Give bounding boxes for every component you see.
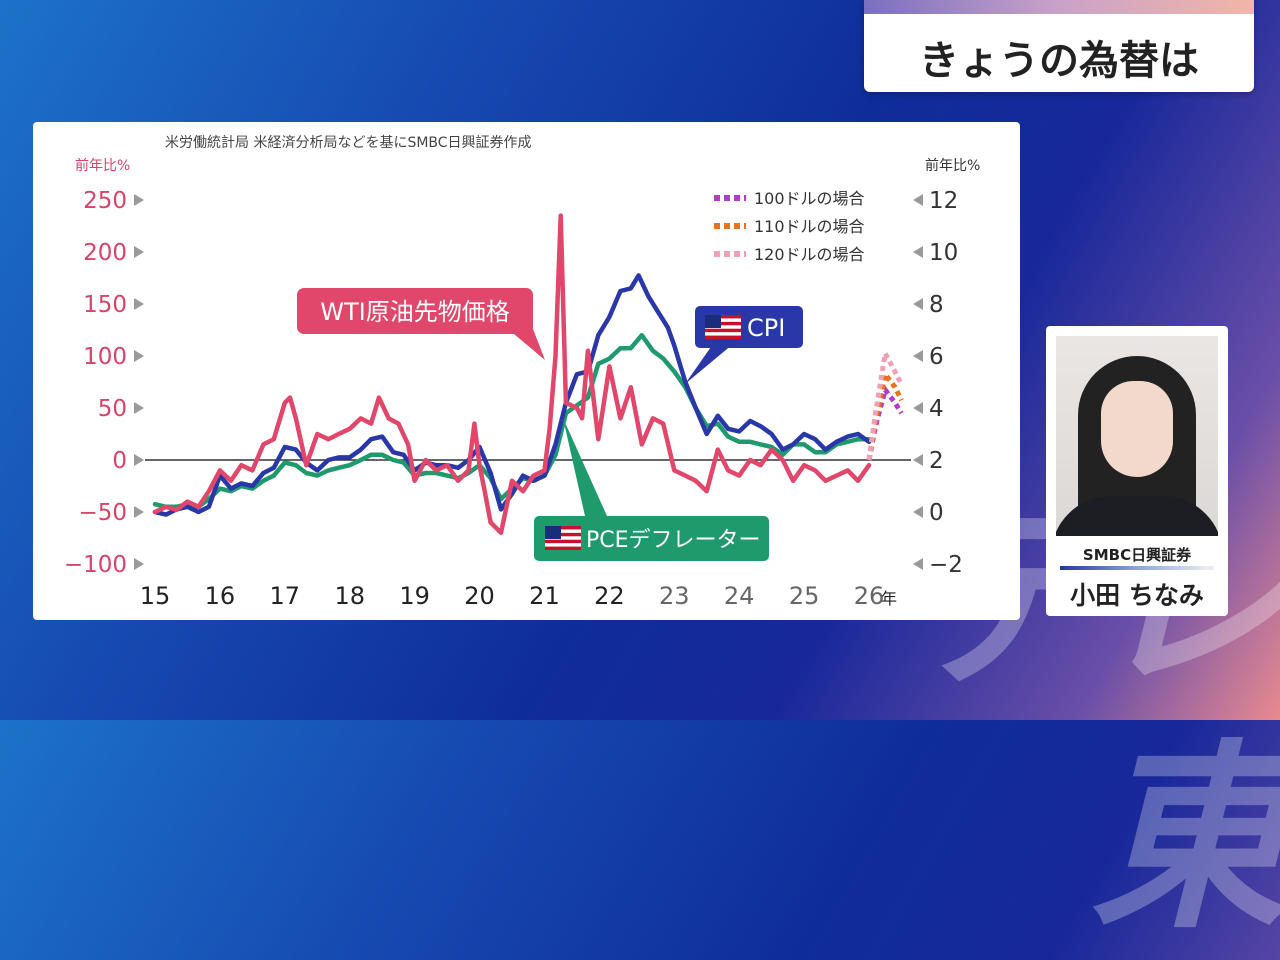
cpi-flag-stripe	[705, 321, 741, 326]
left-tick-label: 250	[83, 188, 127, 214]
legend-label: 110ドルの場合	[754, 217, 865, 236]
left-tick-label: 150	[83, 292, 127, 318]
left-tick-label: −50	[78, 500, 127, 526]
commentator-card: SMBC日興証券 小田 ちなみ	[1046, 326, 1228, 616]
left-tick-marker	[134, 506, 144, 518]
right-tick-marker	[913, 454, 923, 466]
commentator-name: 小田 ちなみ	[1070, 581, 1204, 610]
right-tick-label: −2	[929, 552, 963, 578]
right-tick-label: 2	[929, 448, 944, 474]
left-tick-label: 100	[83, 344, 127, 370]
company-underline	[1060, 566, 1214, 570]
x-unit-label: 年	[881, 589, 897, 608]
pce-flag-stripe	[545, 546, 581, 550]
wti-callout-label: WTI原油先物価格	[320, 298, 509, 326]
right-tick-label: 6	[929, 344, 944, 370]
left-tick-label: 50	[98, 396, 127, 422]
program-title: きょうの為替は	[919, 38, 1199, 84]
x-tick-label: 24	[724, 582, 755, 610]
right-tick-marker	[913, 506, 923, 518]
x-tick-label: 20	[464, 582, 495, 610]
chart-card: 米労働統計局 米経済分析局などを基にSMBC日興証券作成 前年比% 250 200 15…	[33, 122, 1020, 620]
series-line-wti	[152, 213, 872, 536]
program-title-box: きょうの為替は	[864, 0, 1254, 92]
right-tick-marker	[913, 350, 923, 362]
right-tick-label: 8	[929, 292, 944, 318]
x-tick-label: 25	[789, 582, 820, 610]
x-tick-label: 26	[854, 582, 885, 610]
left-tick-marker	[134, 350, 144, 362]
left-tick-marker	[134, 298, 144, 310]
photo-face	[1101, 381, 1173, 477]
cpi-callout-label: CPI	[747, 314, 785, 342]
right-tick-marker	[913, 402, 923, 414]
right-axis-label: 前年比%	[925, 157, 980, 174]
right-tick-marker	[913, 194, 923, 206]
right-tick-label: 0	[929, 500, 944, 526]
wti-callout-pointer	[508, 329, 545, 360]
inflation-chart: 米労働統計局 米経済分析局などを基にSMBC日興証券作成前年比%25020015…	[64, 134, 980, 610]
left-tick-marker	[134, 454, 144, 466]
wti-callout-box	[297, 288, 533, 334]
legend-label: 120ドルの場合	[754, 245, 865, 264]
right-tick-marker	[913, 298, 923, 310]
x-tick-label: 19	[399, 582, 430, 610]
left-tick-label: 0	[112, 448, 127, 474]
projection-line-1	[866, 368, 904, 461]
pce-flag-canton	[545, 526, 561, 539]
left-tick-marker	[134, 402, 144, 414]
right-tick-label: 10	[929, 240, 958, 266]
source-note: 米労働統計局 米経済分析局などを基にSMBC日興証券作成	[165, 134, 532, 151]
x-tick-label: 16	[205, 582, 236, 610]
left-tick-marker	[134, 558, 144, 570]
x-tick-label: 23	[659, 582, 690, 610]
title-stripe	[864, 0, 1254, 14]
x-tick-label: 15	[140, 582, 171, 610]
right-tick-marker	[913, 558, 923, 570]
pce-flag-stripe	[545, 532, 581, 537]
legend-label: 100ドルの場合	[754, 189, 865, 208]
x-tick-label: 22	[594, 582, 625, 610]
right-tick-marker	[913, 246, 923, 258]
cpi-flag-stripe	[705, 335, 741, 339]
cpi-flag-stripe	[705, 328, 741, 333]
commentator-photo	[1056, 336, 1218, 536]
left-tick-marker	[134, 194, 144, 206]
x-tick-label: 21	[529, 582, 560, 610]
projection-line-2	[866, 345, 904, 461]
pce-flag-stripe	[545, 526, 581, 530]
cpi-flag-canton	[705, 315, 721, 328]
cpi-callout-pointer	[685, 344, 733, 384]
pce-flag-stripe	[545, 539, 581, 544]
commentator-company: SMBC日興証券	[1082, 546, 1192, 564]
right-tick-label: 4	[929, 396, 944, 422]
left-tick-label: 200	[83, 240, 127, 266]
projection-line-0	[866, 384, 904, 461]
photo-shoulders	[1056, 496, 1218, 536]
pce-callout-box	[534, 516, 769, 561]
left-tick-marker	[134, 246, 144, 258]
pce-callout-pointer	[563, 418, 607, 516]
pce-callout-label: PCEデフレーター	[586, 528, 761, 553]
left-axis-label: 前年比%	[75, 157, 130, 174]
right-tick-label: 12	[929, 188, 958, 214]
cpi-flag-stripe	[705, 315, 741, 319]
x-tick-label: 18	[334, 582, 365, 610]
left-tick-label: −100	[64, 552, 127, 578]
x-tick-label: 17	[270, 582, 301, 610]
